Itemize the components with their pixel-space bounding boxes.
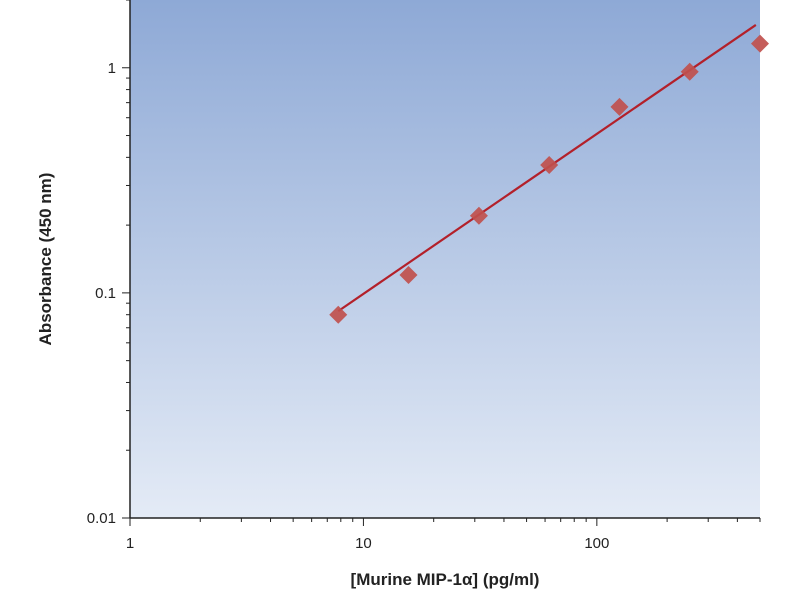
y-tick-label: 0.1 xyxy=(95,285,116,302)
y-tick-label: 1 xyxy=(108,60,116,77)
data-point xyxy=(469,206,488,225)
data-markers xyxy=(329,34,769,324)
data-point xyxy=(610,97,629,116)
y-tick-label: 0.01 xyxy=(87,510,116,527)
data-point xyxy=(751,34,769,53)
y-axis-title: Absorbance (450 nm) xyxy=(36,173,55,346)
x-axis-title: [Murine MIP-1α] (pg/ml) xyxy=(351,570,540,589)
axes: 1 10 100 0.01 0.1 1 xyxy=(87,0,761,552)
x-tick-label: 100 xyxy=(584,535,609,552)
data-point xyxy=(680,62,699,81)
data-point xyxy=(540,155,559,174)
x-tick-label: 1 xyxy=(126,535,134,552)
plot-area-background xyxy=(130,0,760,518)
x-tick-label: 10 xyxy=(355,535,372,552)
data-point xyxy=(399,266,418,285)
data-point xyxy=(329,305,348,324)
